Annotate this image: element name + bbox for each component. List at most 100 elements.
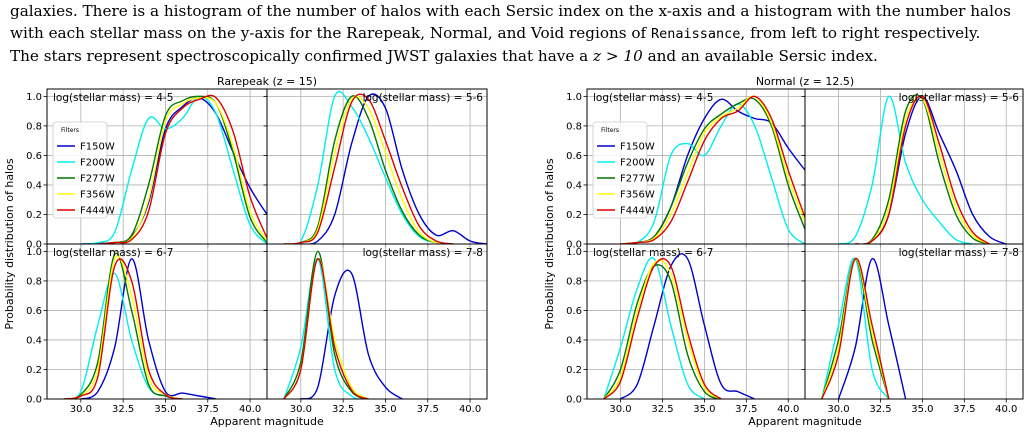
series-line-f277w xyxy=(63,252,183,399)
series-line-f444w xyxy=(821,258,890,399)
panel-frame xyxy=(46,243,268,400)
series-line-f444w xyxy=(855,95,990,244)
y-tick-label: 0.6 xyxy=(26,306,42,317)
panel-curves xyxy=(283,90,487,244)
y-tick-label: 0.6 xyxy=(566,151,582,162)
y-tick-label: 0.8 xyxy=(26,121,42,132)
y-tick-label: 0.8 xyxy=(26,276,42,287)
legend-entry-f444w: F444W xyxy=(80,206,115,217)
legend-entry-f356w: F356W xyxy=(80,190,115,201)
panel-curves xyxy=(620,95,805,244)
legend-entry-f277w: F277W xyxy=(620,174,655,185)
panel-1: log(stellar mass) = 5-6 xyxy=(801,88,1024,248)
x-tick-label: 30.0 xyxy=(290,404,312,415)
series-line-f277w xyxy=(283,95,454,244)
series-line-f150w xyxy=(80,258,217,399)
x-tick-label: 30.0 xyxy=(70,404,92,415)
caption-line-2-post: , from left to right respectively. xyxy=(740,24,981,42)
panel-label: log(stellar mass) = 6-7 xyxy=(53,247,173,259)
panel-2: 30.0 32.5 35.0 37.5 40.0 0.0 0.2 0.4 0.6 0.8 1.0 lo… xyxy=(566,243,806,415)
y-tick-label: 0.6 xyxy=(566,306,582,317)
series-line-f150w xyxy=(620,253,755,399)
panel-label: log(stellar mass) = 7-8 xyxy=(899,247,1019,259)
x-tick-label: 35.0 xyxy=(693,404,715,415)
y-tick-label: 0.0 xyxy=(26,240,42,251)
series-line-f150w xyxy=(837,258,907,399)
legend: Filters F150W F200W F277W F356W F444W xyxy=(592,121,655,219)
panel-frame xyxy=(804,88,1024,245)
y-tick-label: 0.0 xyxy=(566,395,582,406)
x-tick-label: 35.0 xyxy=(911,404,933,415)
series-line-f200w xyxy=(283,90,454,244)
x-tick-label: 37.5 xyxy=(735,404,757,415)
y-tick-label: 0.2 xyxy=(26,365,42,376)
y-tick-label: 0.2 xyxy=(566,365,582,376)
series-line-f150w xyxy=(300,93,487,244)
y-tick-label: 0.2 xyxy=(26,210,42,221)
caption-line-3-post: and an available Sersic index. xyxy=(642,47,878,65)
panel-curves xyxy=(821,257,907,399)
series-line-f277w xyxy=(620,97,805,244)
x-tick-label: 40.0 xyxy=(239,404,261,415)
panel-label: log(stellar mass) = 5-6 xyxy=(899,92,1020,104)
x-tick-label: 40.0 xyxy=(459,404,481,415)
series-line-f200w xyxy=(80,95,267,244)
legend-title: Filters xyxy=(61,127,79,134)
panel-curves xyxy=(838,94,1007,244)
series-line-f356w xyxy=(63,255,183,399)
x-tick-label: 37.5 xyxy=(197,404,219,415)
panel-frame xyxy=(266,243,488,400)
panel-2: 30.0 32.5 35.0 37.5 40.0 0.0 0.2 0.4 0.6 0.8 1.0 lo… xyxy=(26,243,268,415)
series-line-f277w xyxy=(603,264,722,399)
x-tick-label: 40.0 xyxy=(777,404,799,415)
legend-box xyxy=(592,121,648,219)
series-line-f277w xyxy=(821,258,890,399)
series-line-f444w xyxy=(283,258,369,399)
caption-math-redshift: z > 10 xyxy=(593,47,643,65)
y-tick-label: 0.0 xyxy=(566,240,582,251)
x-tick-label: 30.0 xyxy=(827,404,849,415)
x-tick-label: 32.5 xyxy=(112,404,134,415)
figure-0: Rarepeak (z = 15) Apparent magnitude Proba… xyxy=(3,75,488,428)
caption-code-renaissance: Renaissance xyxy=(651,26,741,42)
series-line-f200w xyxy=(283,258,369,399)
caption-line-3-pre: The stars represent spectroscopically co… xyxy=(10,47,594,65)
y-tick-label: 0.4 xyxy=(26,335,42,346)
panel-label: log(stellar mass) = 4-5 xyxy=(53,92,173,104)
x-tick-label: 32.5 xyxy=(869,404,891,415)
legend-entry-f277w: F277W xyxy=(80,174,115,185)
legend-entry-f444w: F444W xyxy=(620,206,655,217)
y-tick-label: 1.0 xyxy=(26,247,42,258)
panel-label: log(stellar mass) = 6-7 xyxy=(593,247,713,259)
legend-box xyxy=(52,121,108,219)
series-line-f444w xyxy=(620,95,805,244)
y-axis-label: Probability distribution of halos xyxy=(543,158,556,329)
figure-title: Normal (z = 12.5) xyxy=(756,75,854,88)
legend-entry-f150w: F150W xyxy=(80,142,115,153)
legend-entry-f150w: F150W xyxy=(620,142,655,153)
y-tick-label: 1.0 xyxy=(26,92,42,103)
legend-entry-f200w: F200W xyxy=(80,158,115,169)
caption-line-3: The stars represent spectroscopically co… xyxy=(10,45,1028,67)
caption-line-2: with each stellar mass on the y-axis for… xyxy=(10,22,1028,45)
x-tick-label: 40.0 xyxy=(995,404,1017,415)
panel-frame xyxy=(804,243,1024,400)
caption-line-1: galaxies. There is a histogram of the nu… xyxy=(10,0,1028,22)
figure-1: Normal (z = 12.5) Apparent magnitude Proba… xyxy=(543,75,1024,428)
y-tick-label: 0.2 xyxy=(566,210,582,221)
series-line-f200w xyxy=(603,256,705,399)
series-line-f356w xyxy=(603,259,722,399)
panel-label: log(stellar mass) = 7-8 xyxy=(363,247,483,259)
panel-curves xyxy=(63,252,217,399)
panel-curves xyxy=(80,94,267,244)
y-tick-label: 0.4 xyxy=(566,335,582,346)
series-line-f277w xyxy=(283,250,369,399)
legend: Filters F150W F200W F277W F356W F444W xyxy=(52,121,115,219)
caption-line-2-pre: with each stellar mass on the y-axis for… xyxy=(10,24,652,42)
x-tick-label: 35.0 xyxy=(154,404,176,415)
series-line-f444w xyxy=(97,94,267,244)
panel-3: 30.0 32.5 35.0 37.5 40.0 log(stellar mass) = … xyxy=(263,243,488,415)
y-tick-label: 1.0 xyxy=(566,247,582,258)
panel-label: log(stellar mass) = 5-6 xyxy=(363,92,484,104)
